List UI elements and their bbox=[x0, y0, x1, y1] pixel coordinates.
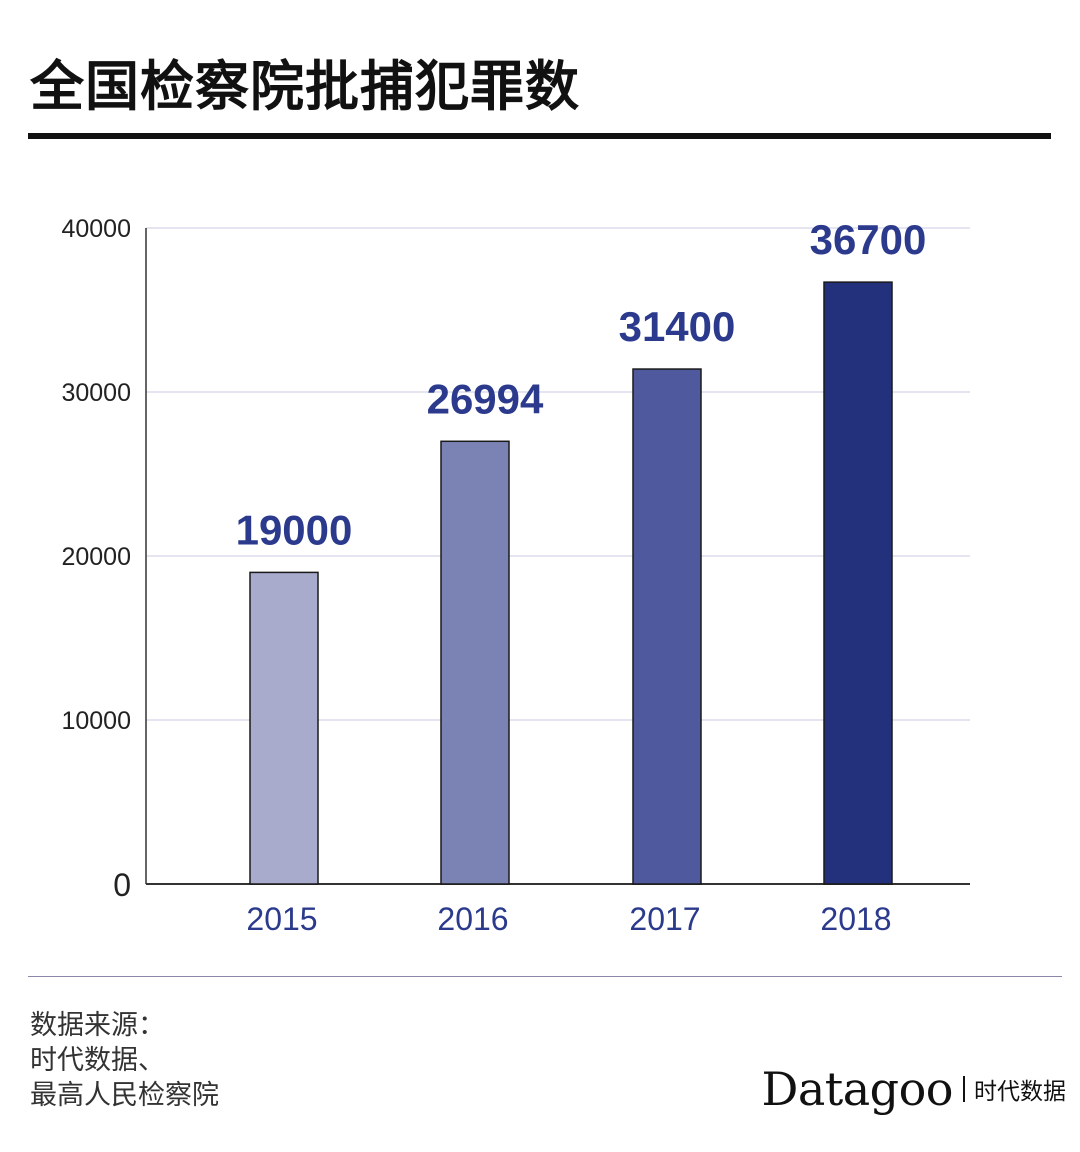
brand-separator bbox=[963, 1076, 965, 1102]
y-tick-label: 10000 bbox=[61, 707, 131, 735]
x-tick-label-2016: 2016 bbox=[437, 901, 508, 937]
y-tick-label: 30000 bbox=[61, 379, 131, 407]
bar-2018 bbox=[823, 281, 893, 885]
y-tick-label: 20000 bbox=[61, 543, 131, 571]
source-line-1: 时代数据、 bbox=[30, 1045, 165, 1076]
source-line-2: 最高人民检察院 bbox=[30, 1080, 219, 1111]
footer-rule bbox=[28, 976, 1062, 977]
data-label-2016: 26994 bbox=[427, 375, 544, 422]
x-tick-label-2015: 2015 bbox=[246, 901, 317, 937]
data-label-2017: 31400 bbox=[619, 303, 736, 350]
bar-2016 bbox=[440, 440, 510, 885]
bar-2017 bbox=[632, 368, 702, 885]
source-label: 数据来源： bbox=[30, 1010, 165, 1041]
brand: Datagoo 时代数据 bbox=[761, 1062, 1066, 1116]
chart-title: 全国检察院批捕犯罪数 bbox=[30, 55, 580, 118]
y-tick-label: 40000 bbox=[61, 215, 131, 243]
x-tick-label-2018: 2018 bbox=[820, 901, 891, 937]
bar-chart: 0 10000 20000 30000 40000 19000 2015 26994 2016 3… bbox=[61, 215, 970, 937]
title-rule bbox=[28, 133, 1051, 139]
data-label-2015: 19000 bbox=[236, 506, 353, 553]
bar-2015 bbox=[249, 571, 319, 885]
source-note: 数据来源： 时代数据、 最高人民检察院 bbox=[30, 1008, 219, 1113]
y-tick-label: 0 bbox=[113, 867, 131, 903]
x-tick-label-2017: 2017 bbox=[629, 901, 700, 937]
brand-name-cn: 时代数据 bbox=[974, 1079, 1066, 1105]
brand-logo: Datagoo bbox=[761, 1062, 953, 1116]
data-label-2018: 36700 bbox=[810, 216, 927, 263]
